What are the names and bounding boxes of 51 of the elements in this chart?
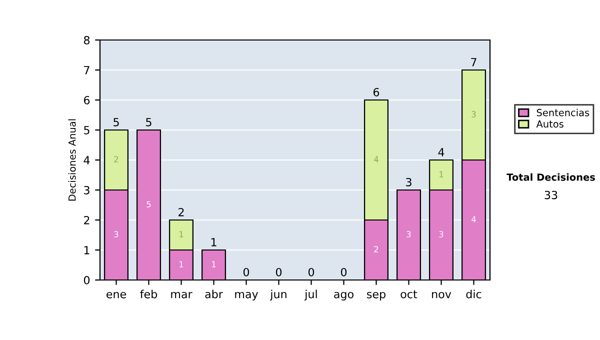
y-tick-label: 1 <box>84 246 90 254</box>
y-tick-label: 7 <box>84 66 90 74</box>
y-tick-label: 6 <box>84 96 90 104</box>
data-label: 3 <box>406 231 411 238</box>
total-label: 0 <box>243 268 250 276</box>
x-tick-label: oct <box>400 290 418 298</box>
y-tick-label: 5 <box>84 126 90 134</box>
data-label: 3 <box>114 231 118 238</box>
x-tick-label: mar <box>171 292 192 298</box>
total-label: 0 <box>340 268 347 276</box>
y-axis-title: Decisiones Anual <box>68 119 76 201</box>
total-label: 7 <box>471 58 476 66</box>
x-tick-label: may <box>235 292 258 300</box>
total-label: 0 <box>308 268 314 276</box>
text: 33 <box>544 190 558 200</box>
x-tick-label: jun <box>270 290 286 300</box>
x-tick-label: dic <box>466 290 482 298</box>
y-tick-label: 2 <box>84 216 90 224</box>
data-label: 1 <box>180 231 184 238</box>
data-label: 1 <box>212 261 216 268</box>
x-tick-label: jul <box>304 290 317 300</box>
x-tick-label: abr <box>205 290 223 298</box>
text: Total Decisiones <box>506 173 595 181</box>
y-tick-label: 4 <box>84 156 90 164</box>
data-label: 4 <box>374 156 378 162</box>
total-label: 6 <box>373 88 380 96</box>
y-tick-label: 8 <box>84 36 90 44</box>
y-tick-label: 3 <box>84 186 90 194</box>
data-label: 1 <box>180 261 184 268</box>
x-tick-label: sep <box>367 292 386 300</box>
y-tick-label: 0 <box>84 276 90 284</box>
data-label: 5 <box>146 201 151 208</box>
data-label: 3 <box>472 111 476 118</box>
data-label: 4 <box>472 216 476 222</box>
total-label: 3 <box>406 178 412 186</box>
total-label: 5 <box>114 118 119 126</box>
total-label: 2 <box>178 208 184 216</box>
data-label: 3 <box>439 231 444 238</box>
total-label: 5 <box>146 118 152 126</box>
x-tick-label: ene <box>106 292 126 298</box>
legend-label: Sentencias <box>536 108 590 116</box>
total-label: 0 <box>276 268 282 276</box>
total-label: 4 <box>438 148 444 156</box>
legend-label: Autos <box>536 120 564 128</box>
data-label: 2 <box>114 156 118 162</box>
data-label: 2 <box>374 246 378 252</box>
x-tick-label: ago <box>334 292 354 300</box>
total-label: 1 <box>211 238 216 246</box>
data-label: 1 <box>440 171 444 178</box>
x-tick-label: feb <box>140 290 158 298</box>
x-tick-label: nov <box>432 292 452 298</box>
